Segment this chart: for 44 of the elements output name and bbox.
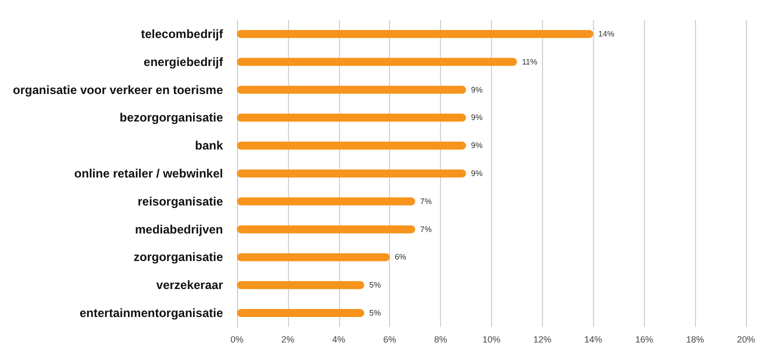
data-label: 9% [471, 85, 483, 94]
y-tick-label: online retailer / webwinkel [74, 166, 223, 180]
y-tick-label: zorgorganisatie [134, 250, 224, 264]
x-tick-label: 18% [686, 334, 704, 344]
y-tick-label: verzekeraar [156, 278, 224, 292]
x-tick-label: 4% [332, 334, 346, 344]
x-tick-label: 6% [383, 334, 396, 344]
bar [237, 197, 416, 206]
data-label: 9% [471, 169, 483, 178]
data-label: 6% [394, 252, 406, 262]
bar [237, 114, 466, 122]
bar [237, 30, 594, 38]
bar [237, 225, 416, 234]
data-label: 9% [471, 113, 483, 122]
bar [237, 58, 517, 66]
data-label: 9% [471, 141, 483, 150]
bar [237, 142, 466, 150]
x-tick-label: 2% [281, 334, 294, 344]
bar [237, 86, 466, 94]
x-tick-label: 14% [584, 334, 602, 344]
x-tick-label: 10% [482, 334, 501, 344]
x-tick-label: 8% [434, 334, 448, 344]
bar [237, 281, 364, 290]
data-label: 14% [598, 29, 614, 38]
bar [237, 309, 364, 318]
data-label: 11% [522, 57, 538, 66]
y-tick-label: energiebedrijf [144, 54, 224, 69]
x-tick-label: 20% [736, 334, 756, 344]
bar [237, 170, 466, 178]
bar [237, 253, 390, 262]
x-tick-label: 0% [230, 334, 244, 344]
y-tick-label: reisorganisatie [138, 194, 224, 208]
y-tick-label: mediabedrijven [134, 222, 223, 236]
x-tick-label: 16% [635, 334, 654, 344]
y-tick-label: bank [194, 138, 224, 153]
y-tick-label: organisatie voor verkeer en toerisme [12, 82, 224, 97]
data-label: 5% [369, 280, 381, 290]
data-label: 7% [420, 224, 432, 234]
data-label: 7% [420, 196, 432, 206]
data-label: 5% [369, 308, 381, 318]
x-tick-label: 12% [533, 334, 552, 344]
y-tick-label: entertainmentorganisatie [80, 306, 224, 320]
y-tick-label: bezorgorganisatie [120, 110, 224, 125]
y-tick-label: telecombedrijf [140, 26, 224, 41]
